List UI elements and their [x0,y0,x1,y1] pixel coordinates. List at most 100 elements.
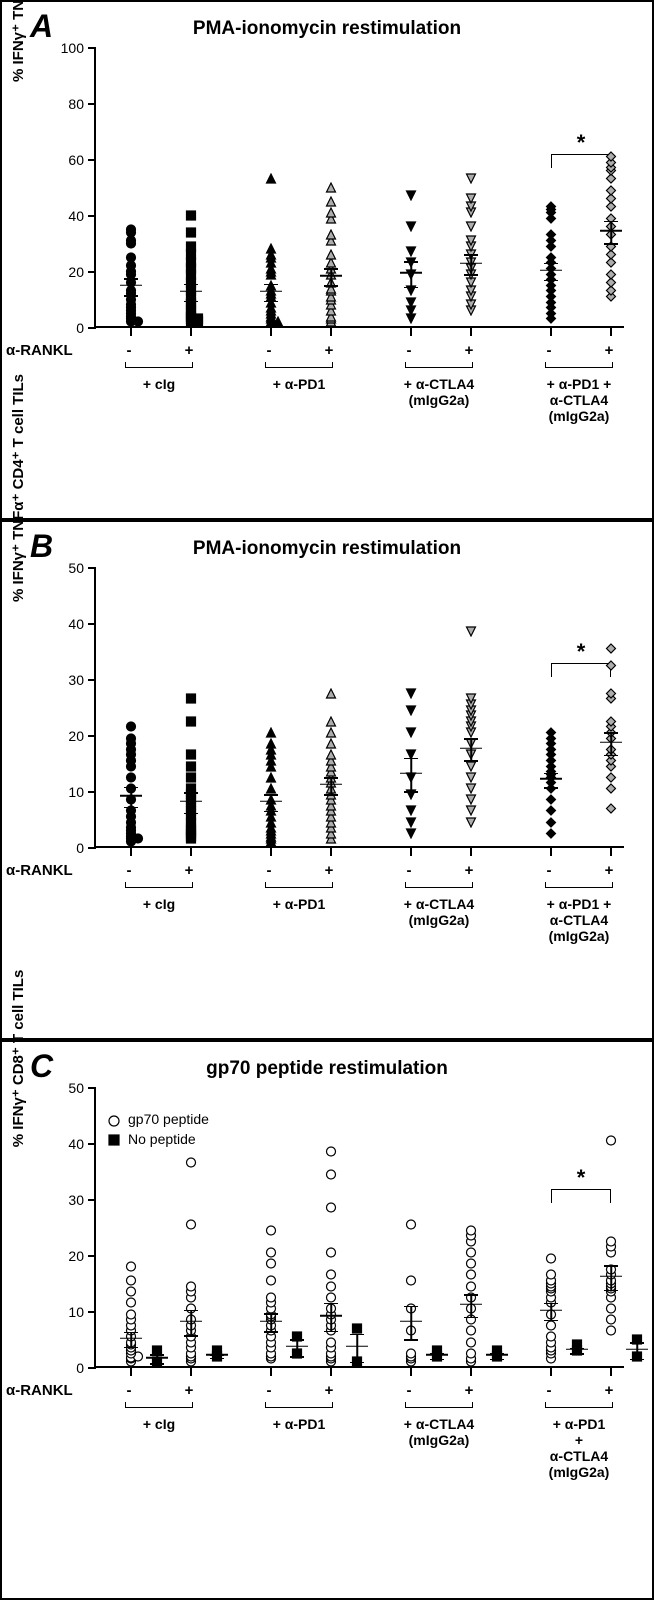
error-cap [264,794,278,796]
rankl-sign: + [325,1382,334,1399]
data-point [266,1245,277,1263]
panel-label: B [30,528,53,565]
group-label: + α-CTLA4 (mIgG2a) [404,896,474,928]
significance-bracket [551,663,611,677]
group-label: + α-PD1 + α-CTLA4 (mIgG2a) [549,1416,610,1480]
group-label: + cIg [143,896,175,912]
data-point [186,208,197,226]
error-cap [184,792,198,794]
bracket-row [94,1402,624,1412]
y-tick-label: 100 [61,40,84,56]
x-tick [470,848,472,856]
data-point [546,199,557,217]
y-tick [88,159,96,161]
data-point [406,725,417,743]
error-cap [404,791,418,793]
legend: gp70 peptideNo peptide [108,1110,209,1149]
rankl-sign: - [407,1382,412,1399]
bracket-row [94,882,624,892]
rankl-row-label: α-RANKL [6,342,73,359]
legend-item: gp70 peptide [108,1110,209,1130]
data-point [606,714,617,732]
bracket-row [94,362,624,372]
error-cap [430,1353,444,1355]
error-cap [464,1294,478,1296]
rankl-sign: + [185,862,194,879]
data-point [406,703,417,721]
y-tick [88,567,96,569]
error-cap [490,1353,504,1355]
error-cap [464,738,478,740]
data-point [266,171,277,189]
panel-C: Cgp70 peptide restimulation% IFNγ⁺ CD8⁺ … [0,1040,654,1600]
error-cap [184,1335,198,1337]
error-cap [264,284,278,286]
group-label: + α-PD1 [273,1416,326,1432]
group-label-row: + cIg+ α-PD1+ α-CTLA4 (mIgG2a)+ α-PD1 + … [94,372,624,420]
group-label-row: + cIg+ α-PD1+ α-CTLA4 (mIgG2a)+ α-PD1 + … [94,892,624,940]
panel-label: C [30,1048,53,1085]
error-cap [544,280,558,282]
data-point [186,714,197,732]
error-bar [470,1295,472,1317]
error-bar [470,739,472,761]
plot-area: % IFNγ⁺ TNFα⁺ CD4⁺ T cell TILs0102030405… [94,568,624,848]
y-tick-label: 30 [68,1192,84,1208]
data-point [126,1259,137,1277]
group-bracket [545,362,613,368]
significance-star: * [577,639,586,665]
significance-bracket [551,1189,611,1203]
rankl-sign: - [267,342,272,359]
rankl-sign: - [547,862,552,879]
error-bar [296,1340,298,1357]
data-point [466,191,477,209]
data-point [266,241,277,259]
error-cap [264,1313,278,1315]
group-bracket [265,362,333,368]
data-point [546,725,557,743]
error-cap [604,732,618,734]
group-bracket [405,362,473,368]
error-bar [190,793,192,813]
legend-marker-icon [108,1113,122,1127]
data-point [126,222,137,240]
error-cap [124,787,138,789]
error-cap [604,1290,618,1292]
group-label: + α-PD1 + α-CTLA4 (mIgG2a) [547,376,612,424]
rankl-sign: - [127,1382,132,1399]
data-point [326,1245,337,1263]
error-cap [184,813,198,815]
y-tick-label: 30 [68,672,84,688]
y-tick [88,1087,96,1089]
rankl-sign: + [185,342,194,359]
y-tick-label: 0 [76,320,84,336]
group-label: + cIg [143,376,175,392]
error-cap [604,221,618,223]
group-label: + cIg [143,1416,175,1432]
error-cap [184,1310,198,1312]
error-cap [490,1359,504,1361]
group-bracket [545,1402,613,1408]
error-bar [130,279,132,296]
group-label: + α-CTLA4 (mIgG2a) [404,376,474,408]
data-point [466,1223,477,1241]
data-point [186,1155,197,1173]
rankl-sign: + [605,342,614,359]
error-bar [550,264,552,281]
error-bar [550,774,552,789]
error-bar [130,1333,132,1348]
y-tick [88,103,96,105]
y-tick-label: 20 [68,264,84,280]
error-bar [410,1306,412,1340]
y-tick-label: 0 [76,840,84,856]
rankl-sign: - [407,862,412,879]
plot-area: % IFNγ⁺ TNFα⁺ CD8⁺ T cell TILs0204060801… [94,48,624,328]
error-bar [270,1314,272,1332]
y-tick-label: 60 [68,152,84,168]
error-cap [464,1317,478,1319]
data-point [266,1273,277,1291]
data-point [546,1251,557,1269]
error-bar [636,1343,638,1360]
error-cap [570,1353,584,1355]
data-point [186,225,197,243]
